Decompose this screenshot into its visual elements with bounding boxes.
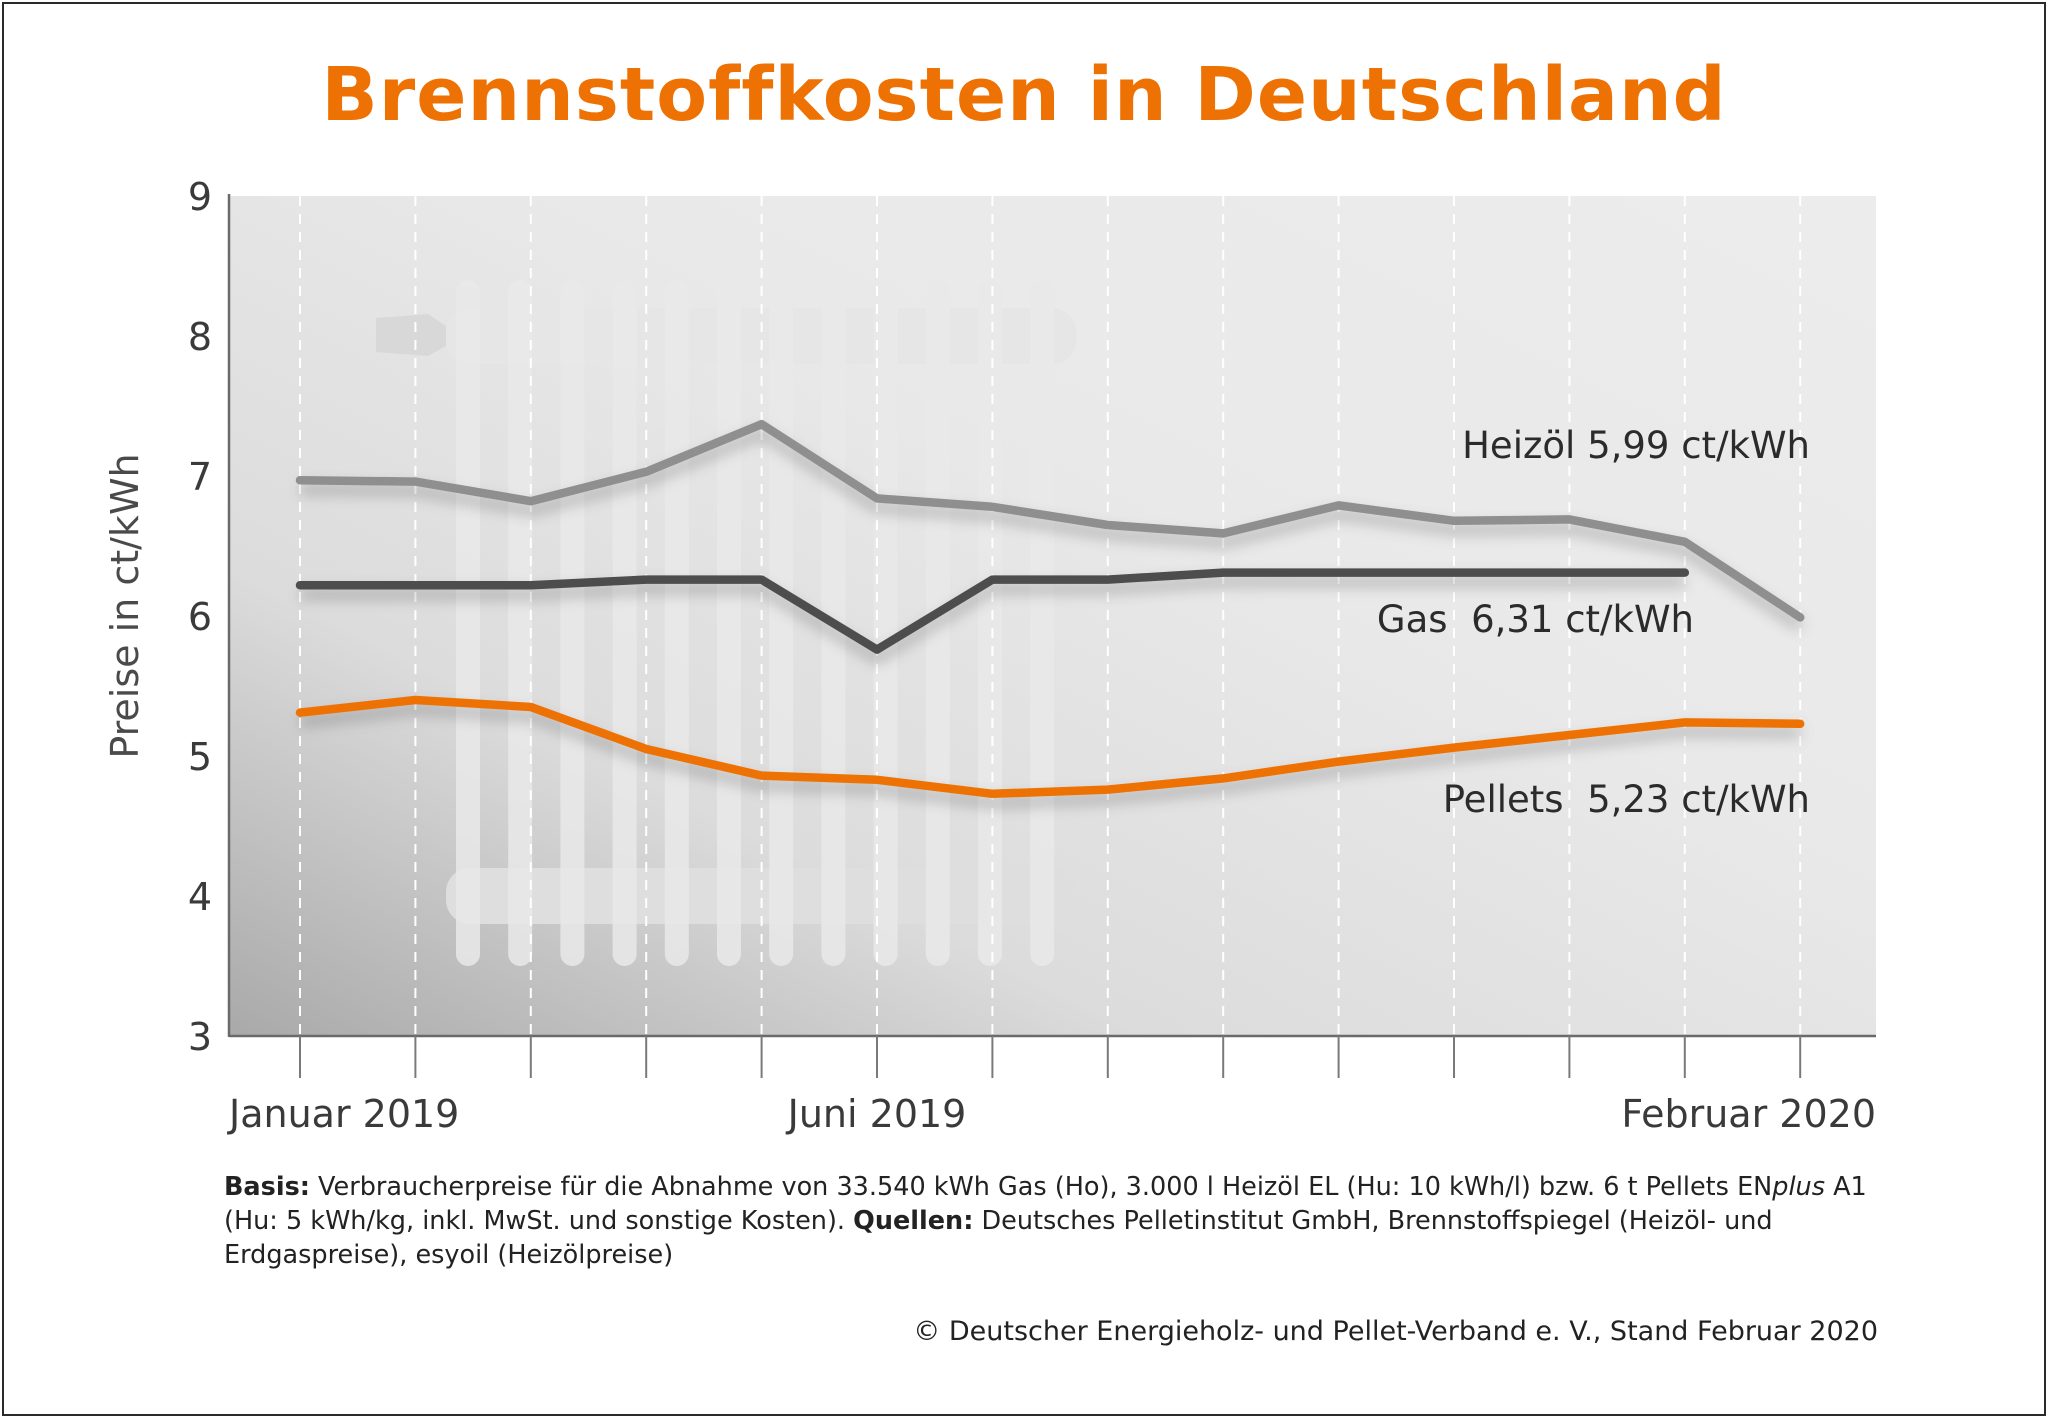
series-label: Heizöl 5,99 ct/kWh bbox=[1462, 424, 1810, 467]
series-labels: Heizöl 5,99 ct/kWh Gas 6,31 ct/kWh Pellets… bbox=[1377, 424, 1810, 821]
y-tick-label: 4 bbox=[188, 875, 212, 919]
y-tick-label: 9 bbox=[188, 175, 212, 219]
radiator-bottom-bar bbox=[446, 868, 1077, 924]
series-shadow bbox=[300, 576, 1685, 664]
chart-title: Brennstoffkosten in Deutschland bbox=[321, 52, 1727, 138]
basis-note: Basis: Verbraucherpreise für die Abnahme… bbox=[224, 1170, 1884, 1272]
y-tick-label: 7 bbox=[188, 455, 212, 499]
y-axis-ticks: 3 4 5 6 7 8 9 bbox=[188, 175, 212, 1059]
radiator-fin bbox=[508, 280, 533, 966]
basis-italic: plus bbox=[1772, 1172, 1825, 1202]
radiator-fin bbox=[664, 280, 689, 966]
radiator-fin bbox=[456, 280, 480, 966]
vertical-gridlines bbox=[299, 196, 1802, 1036]
radiator-fin bbox=[769, 280, 794, 966]
radiator-fin bbox=[612, 280, 637, 966]
basis-text-1: Verbraucherpreise für die Abnahme von 33… bbox=[309, 1172, 1773, 1202]
radiator-top-bar bbox=[446, 308, 1077, 364]
basis-text-2: A1 (Hu: 5 kWh/kg, inkl. MwSt. und sonsti… bbox=[224, 1172, 1867, 1236]
radiator-fin bbox=[1030, 280, 1055, 966]
series-label: Gas 6,31 ct/kWh bbox=[1377, 598, 1694, 641]
radiator-fin bbox=[560, 280, 585, 966]
series-shadow bbox=[299, 704, 1801, 808]
radiator-valve bbox=[376, 314, 446, 356]
x-tick-label: Juni 2019 bbox=[786, 1092, 967, 1136]
radiator-fin bbox=[717, 280, 741, 966]
series-lines bbox=[295, 419, 1805, 808]
x-tick-label: Januar 2019 bbox=[227, 1092, 459, 1136]
series-line bbox=[295, 568, 1690, 654]
basis-label: Basis: bbox=[224, 1172, 310, 1202]
series-shadow bbox=[299, 428, 1803, 631]
copyright-note: © Deutscher Energieholz- und Pellet-Verb… bbox=[913, 1316, 1878, 1347]
y-tick-label: 6 bbox=[188, 595, 212, 639]
radiator-fin bbox=[978, 280, 1002, 966]
series-line bbox=[295, 419, 1805, 622]
y-tick-label: 5 bbox=[188, 735, 212, 779]
x-axis-ticks: Januar 2019 Juni 2019 Februar 2020 bbox=[227, 1036, 1876, 1136]
series-label: Pellets 5,23 ct/kWh bbox=[1443, 778, 1810, 821]
quellen-label: Quellen: bbox=[853, 1206, 974, 1236]
x-tick-label: Februar 2020 bbox=[1621, 1092, 1876, 1136]
chart-axes bbox=[227, 194, 1876, 1038]
series-line bbox=[295, 695, 1805, 799]
y-axis-label: Preise in ct/kWh bbox=[103, 453, 147, 758]
y-tick-label: 3 bbox=[188, 1015, 212, 1059]
y-tick-label: 8 bbox=[188, 315, 212, 359]
quellen-text: Deutsches Pelletinstitut GmbH, Brennstof… bbox=[224, 1206, 1773, 1270]
